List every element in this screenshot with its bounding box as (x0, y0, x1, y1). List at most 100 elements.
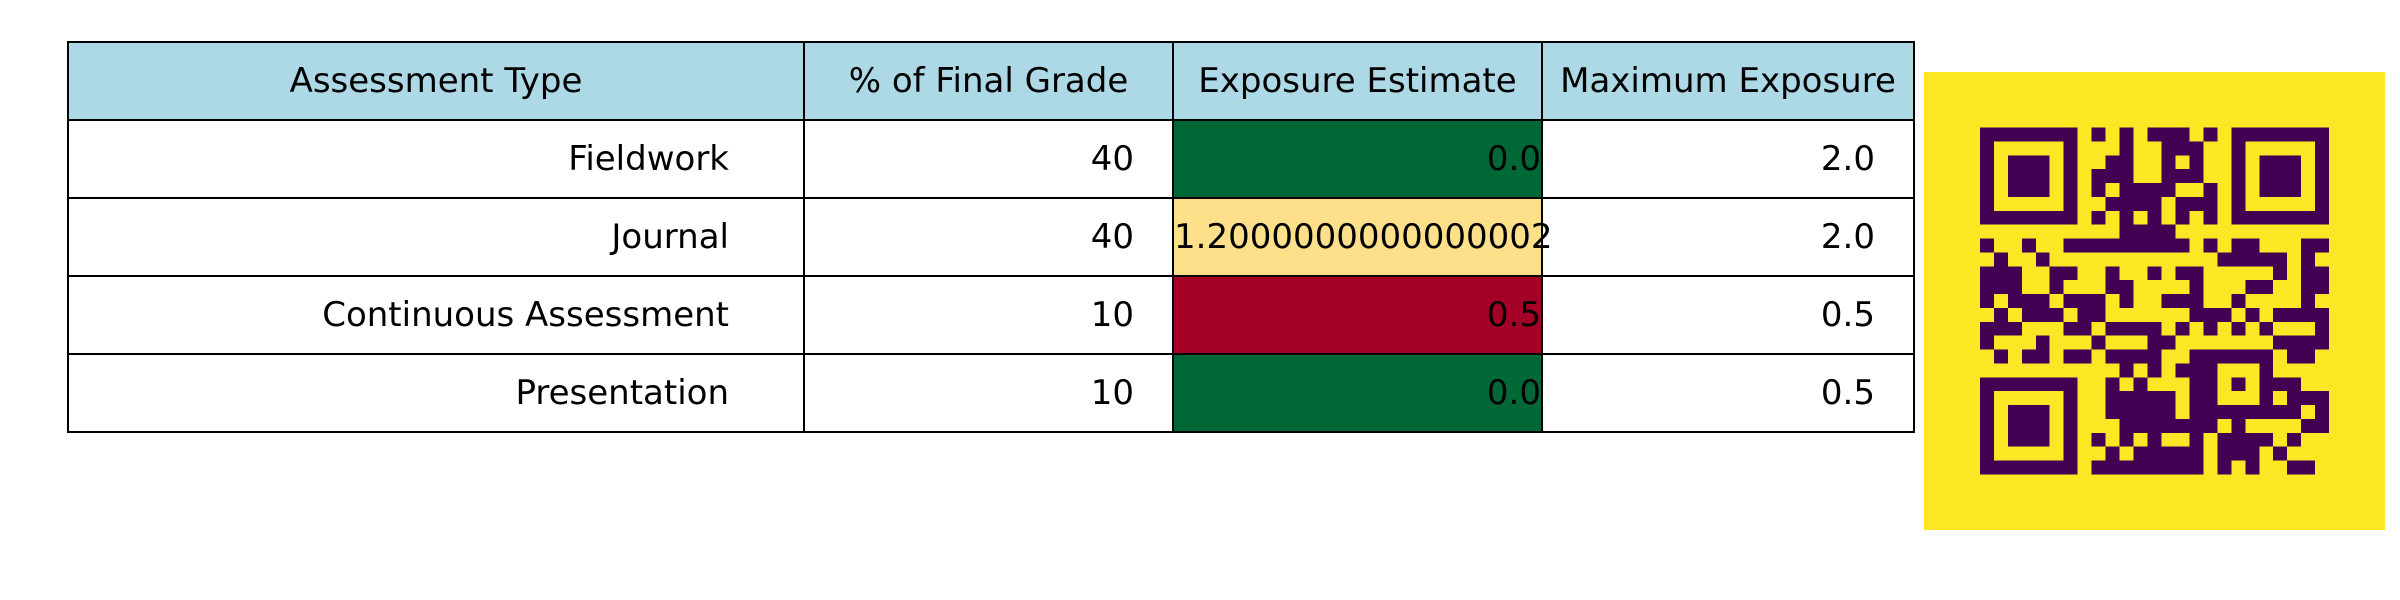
qr-module (2007, 266, 2022, 281)
qr-module (2301, 294, 2316, 308)
qr-module (2315, 210, 2330, 225)
qr-module (2245, 432, 2260, 447)
qr-module (2147, 196, 2162, 211)
qr-module (2035, 432, 2050, 447)
qr-module (2245, 210, 2260, 225)
qr-module (2035, 127, 2050, 142)
exposure-estimate-cell: 1.2000000000000002 (1172, 197, 1553, 277)
qr-module (2063, 210, 2078, 225)
qr-module (2105, 266, 2120, 281)
qr-module (1979, 238, 1994, 253)
qr-module (2119, 405, 2134, 419)
qr-module (1993, 266, 2008, 281)
header-exposure-estimate: Exposure Estimate (1172, 41, 1543, 121)
qr-module (2287, 335, 2302, 350)
qr-module (1979, 141, 1994, 156)
qr-module (2119, 155, 2134, 170)
qr-module (2161, 238, 2176, 253)
qr-module (2231, 196, 2246, 211)
qr-module (2133, 446, 2148, 461)
qr-module (2077, 238, 2092, 253)
qr-module (2035, 183, 2050, 197)
qr-module (1979, 127, 1994, 142)
qr-code-image (1924, 72, 2385, 530)
qr-module (2091, 169, 2106, 184)
qr-module (2007, 280, 2022, 295)
qr-module (2203, 183, 2218, 197)
qr-module (2301, 238, 2316, 253)
assessment-table: Assessment Type % of Final Grade Exposur… (67, 41, 1915, 433)
qr-module (1979, 266, 1994, 281)
qr-module (1993, 280, 2008, 295)
qr-module (2021, 127, 2036, 142)
qr-module (2273, 266, 2288, 281)
qr-module (1979, 155, 1994, 170)
qr-module (2203, 127, 2218, 142)
qr-module (2245, 405, 2260, 419)
qr-module (2287, 127, 2302, 142)
exposure-estimate-cell: 0.5 (1172, 275, 1543, 355)
qr-module (2259, 252, 2274, 267)
qr-module (1993, 349, 2008, 364)
qr-module (2161, 460, 2176, 475)
qr-module (2203, 418, 2218, 433)
qr-module (2077, 349, 2092, 364)
qr-module (2315, 155, 2330, 170)
qr-module (2189, 294, 2204, 308)
percent-grade-cell: 40 (803, 119, 1174, 199)
qr-module (2217, 307, 2232, 322)
qr-module (2133, 418, 2148, 433)
qr-module (2147, 460, 2162, 475)
qr-module (2063, 196, 2078, 211)
qr-module (2161, 127, 2176, 142)
qr-module (2147, 418, 2162, 433)
qr-module (2091, 183, 2106, 197)
qr-module (2273, 405, 2288, 419)
qr-module (2231, 141, 2246, 156)
qr-module (2315, 307, 2330, 322)
qr-module (2231, 155, 2246, 170)
qr-module (2021, 405, 2036, 419)
qr-module (2259, 432, 2274, 447)
qr-module (2035, 460, 2050, 475)
qr-module (2063, 127, 2078, 142)
qr-module (2091, 460, 2106, 475)
qr-module (2091, 335, 2106, 350)
qr-module (2063, 183, 2078, 197)
qr-module (2161, 446, 2176, 461)
qr-module (1993, 377, 2008, 392)
qr-module (2189, 418, 2204, 433)
qr-module (2273, 210, 2288, 225)
qr-module (2231, 169, 2246, 184)
qr-module (1979, 321, 1994, 336)
qr-module (2077, 307, 2092, 322)
qr-module (2175, 363, 2190, 378)
percent-grade-cell: 40 (803, 197, 1174, 277)
qr-code (1924, 72, 2385, 530)
qr-module (2287, 210, 2302, 225)
qr-module (2021, 307, 2036, 322)
qr-module (2147, 432, 2162, 447)
qr-module (2259, 349, 2274, 364)
qr-module (2035, 252, 2050, 267)
qr-module (2049, 266, 2064, 281)
qr-module (2189, 307, 2204, 322)
qr-module (2119, 432, 2134, 447)
qr-module (2119, 460, 2134, 475)
qr-module (2063, 321, 2078, 336)
qr-module (2063, 460, 2078, 475)
qr-module (2161, 169, 2176, 184)
qr-module (2007, 460, 2022, 475)
qr-module (2133, 405, 2148, 419)
qr-module (2259, 183, 2274, 197)
qr-module (2161, 335, 2176, 350)
qr-module (1993, 460, 2008, 475)
qr-module (2161, 155, 2176, 170)
qr-module (2217, 405, 2232, 419)
qr-module (2133, 377, 2148, 392)
qr-module (2203, 238, 2218, 253)
qr-module (2231, 377, 2246, 392)
qr-module (2203, 196, 2218, 211)
qr-module (2161, 141, 2176, 156)
qr-module (2119, 127, 2134, 142)
